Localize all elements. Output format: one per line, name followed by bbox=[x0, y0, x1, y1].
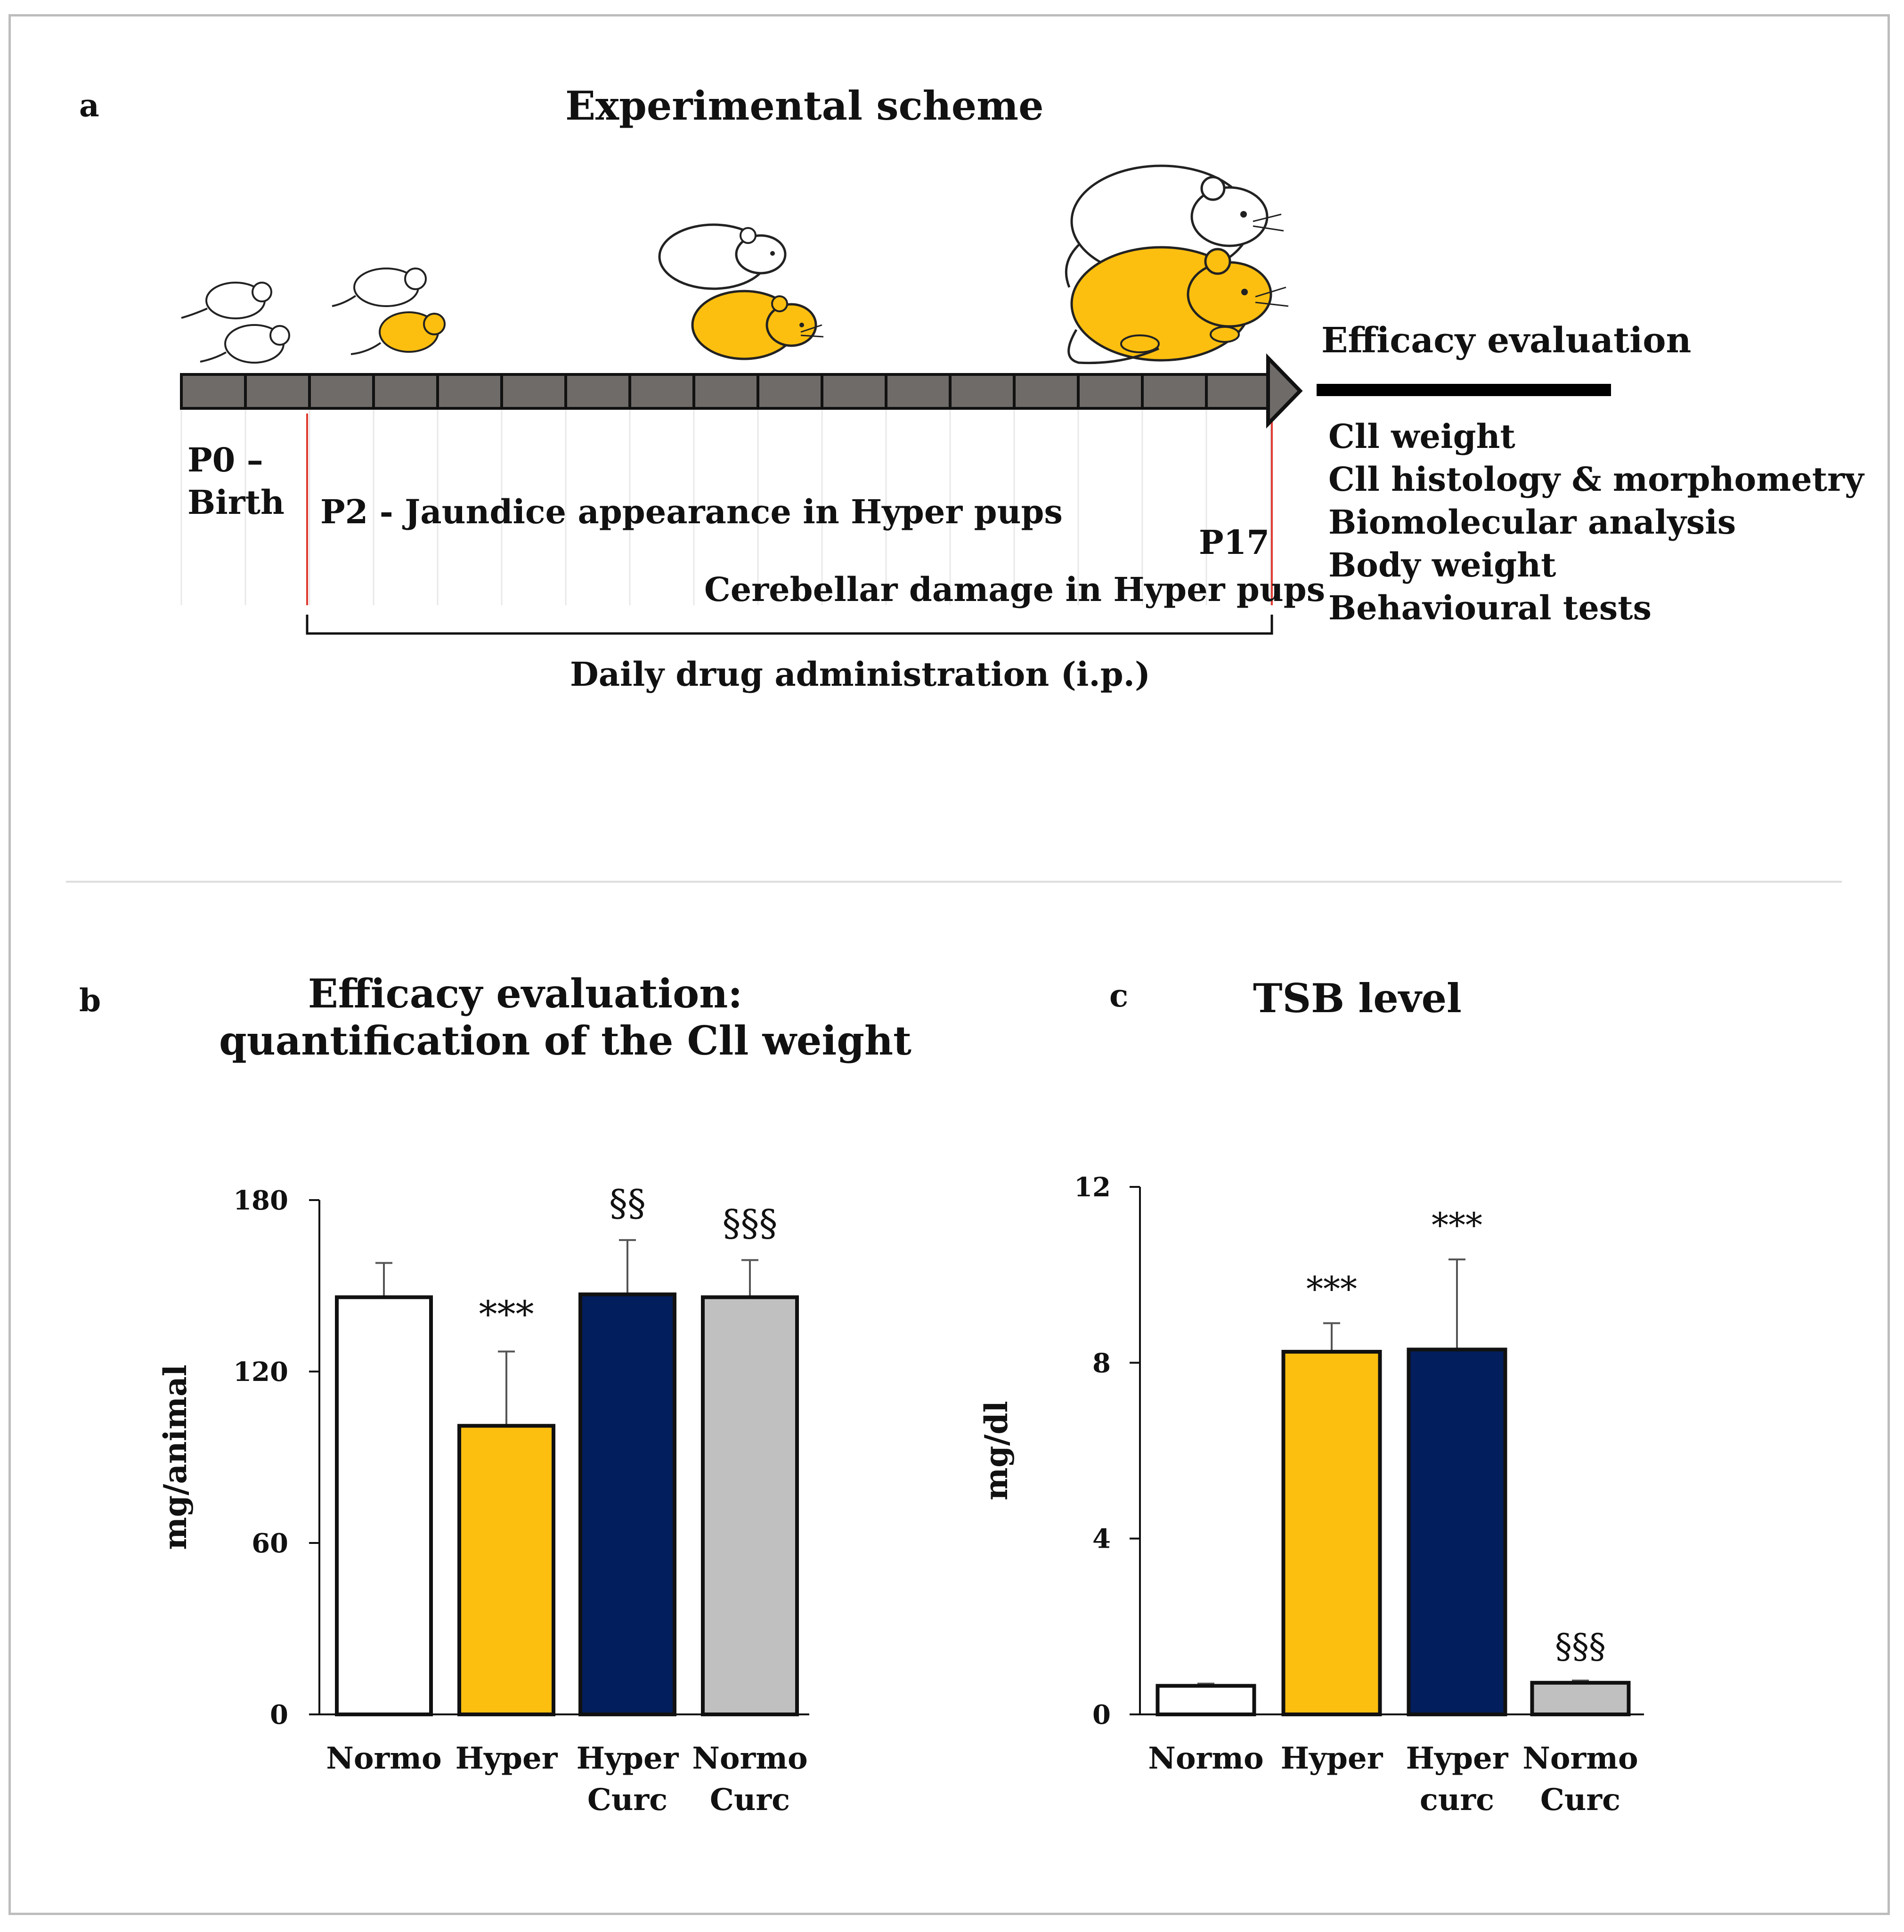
bar bbox=[1407, 1348, 1507, 1716]
significance-label: *** bbox=[479, 1294, 534, 1336]
efficacy-bar bbox=[1317, 384, 1611, 396]
panel-b-title-line2: quantification of the Cll weight bbox=[219, 1017, 911, 1064]
timeline-day-cell bbox=[1077, 373, 1144, 410]
y-tick-label: 120 bbox=[233, 1356, 288, 1388]
significance-label: §§§ bbox=[1555, 1626, 1606, 1666]
bar bbox=[1281, 1350, 1382, 1716]
mouse-icon-mid-yellow bbox=[691, 290, 824, 360]
efficacy-list-item: Biomolecular analysis bbox=[1328, 503, 1736, 542]
figure-frame bbox=[8, 14, 1890, 1915]
panel-c-title: TSB level bbox=[1253, 975, 1462, 1022]
category-label: Normo bbox=[326, 1741, 441, 1776]
timeline-diagram bbox=[180, 164, 1611, 635]
category-label: Hyper bbox=[1281, 1741, 1383, 1776]
chart-c: 0 4 8 12 mg/dl Normo *** Hyper *** Hyper curc §§§ No… bbox=[978, 1172, 1644, 1818]
timeline-day-cell bbox=[1013, 373, 1080, 410]
bar bbox=[701, 1295, 799, 1716]
bar bbox=[335, 1295, 433, 1716]
category-label: Normo bbox=[1148, 1741, 1263, 1776]
timeline-day-cell bbox=[244, 373, 311, 410]
timeline-arrow-head bbox=[1266, 353, 1303, 429]
panel-a-title: Experimental scheme bbox=[565, 82, 1044, 129]
category-label: curc bbox=[1420, 1782, 1494, 1818]
panel-a-label: a bbox=[79, 87, 99, 124]
efficacy-list-item: Body weight bbox=[1328, 545, 1556, 584]
y-axis-label: mg/dl bbox=[978, 1401, 1015, 1500]
drug-administration-label: Daily drug administration (i.p.) bbox=[570, 655, 1151, 694]
cerebellar-damage-label: Cerebellar damage in Hyper pups bbox=[704, 570, 1326, 609]
y-tick-label: 0 bbox=[270, 1699, 288, 1730]
y-axis-label: mg/animal bbox=[157, 1364, 194, 1550]
drug-bracket bbox=[306, 615, 1273, 635]
bar bbox=[1530, 1680, 1631, 1717]
timeline-day-cell bbox=[500, 373, 567, 410]
timeline-day-cell bbox=[757, 373, 823, 410]
y-tick-label: 8 bbox=[1092, 1348, 1111, 1379]
y-tick-label: 0 bbox=[1092, 1699, 1111, 1730]
timeline-gridlines bbox=[180, 410, 1271, 605]
significance-label: §§ bbox=[609, 1182, 646, 1225]
category-label: Hyper bbox=[577, 1741, 679, 1776]
p17-label: P17 bbox=[1199, 523, 1270, 562]
category-label: Normo bbox=[692, 1741, 807, 1776]
panel-c-label: c bbox=[1109, 977, 1129, 1014]
efficacy-list-item: Behavioural tests bbox=[1328, 588, 1652, 627]
mouse-icon-p2-yellow bbox=[350, 311, 446, 355]
category-label: Normo bbox=[1522, 1741, 1638, 1776]
p2-label: P2 - Jaundice appearance in Hyper pups bbox=[320, 492, 1063, 531]
p0-label-line1: P0 – bbox=[187, 440, 263, 479]
timeline-day-cell bbox=[436, 373, 503, 410]
panel-divider bbox=[66, 881, 1842, 883]
category-label: Hyper bbox=[1406, 1741, 1509, 1776]
y-tick-label: 180 bbox=[233, 1185, 288, 1216]
efficacy-list-item: Cll histology & morphometry bbox=[1328, 460, 1864, 499]
significance-label: *** bbox=[1306, 1269, 1357, 1308]
efficacy-list-item: Cll weight bbox=[1328, 417, 1515, 456]
p0-label-line2: Birth bbox=[187, 483, 285, 522]
significance-label: §§§ bbox=[723, 1202, 778, 1244]
timeline-day-cell bbox=[372, 373, 439, 410]
category-label: Curc bbox=[710, 1782, 790, 1818]
timeline-day-cell bbox=[308, 373, 375, 410]
timeline-day-cell bbox=[1141, 373, 1208, 410]
timeline-day-cell bbox=[821, 373, 887, 410]
panel-b-label: b bbox=[79, 982, 101, 1019]
bar bbox=[578, 1292, 676, 1716]
efficacy-evaluation-title: Efficacy evaluation bbox=[1321, 320, 1692, 361]
significance-label: *** bbox=[1432, 1205, 1482, 1245]
category-label: Hyper bbox=[456, 1741, 558, 1776]
timeline-day-cell bbox=[180, 373, 247, 410]
mouse-icon-adult-yellow bbox=[1067, 246, 1289, 365]
timeline-day-cell bbox=[885, 373, 952, 410]
chart-b: 0 60 120 180 mg/animal Normo *** Hyper §§ Hyper Cu… bbox=[157, 1182, 809, 1818]
panel-b-title-line1: Efficacy evaluation: bbox=[308, 970, 743, 1017]
mouse-icon-p0-top bbox=[181, 282, 272, 319]
mouse-icon-p2-white bbox=[332, 268, 427, 307]
y-tick-label: 12 bbox=[1074, 1172, 1111, 1203]
timeline-arrow-cells bbox=[180, 373, 1272, 410]
category-label: Curc bbox=[1540, 1782, 1620, 1818]
bar bbox=[457, 1424, 555, 1716]
y-tick-label: 4 bbox=[1092, 1524, 1111, 1555]
category-label: Curc bbox=[587, 1782, 667, 1818]
bar bbox=[1155, 1684, 1256, 1716]
y-tick-label: 60 bbox=[252, 1528, 288, 1559]
mouse-icon-adult-white bbox=[1065, 164, 1284, 288]
mouse-icon-mid-white bbox=[658, 223, 787, 290]
mouse-icon-p0-bottom bbox=[200, 324, 290, 364]
timeline-day-cell bbox=[564, 373, 631, 410]
